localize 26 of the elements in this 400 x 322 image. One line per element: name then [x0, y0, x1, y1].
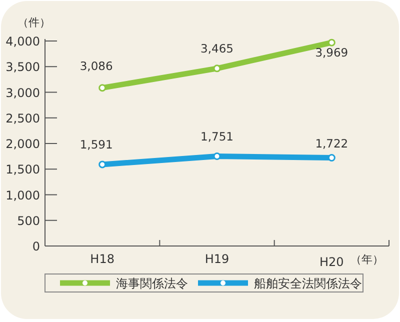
- y-tick-label: 2,500: [6, 111, 40, 126]
- y-tick-label: 3,000: [6, 86, 40, 100]
- y-tick-label: 500: [17, 214, 40, 228]
- data-label: 3,969: [315, 46, 348, 60]
- data-label: 3,086: [80, 58, 113, 73]
- legend-label: 船舶安全法関係法令: [254, 276, 362, 290]
- x-tick-label: H20: [320, 255, 344, 269]
- y-tick-label: 0: [32, 240, 40, 254]
- point: [328, 38, 336, 46]
- point: [98, 84, 106, 92]
- y-tick-label: 1,000: [6, 188, 40, 202]
- data-label: 1,751: [200, 129, 234, 144]
- y-tick-label: 4,000: [6, 34, 40, 48]
- data-label: 1,722: [315, 136, 348, 151]
- y-tick-label: 2,000: [6, 137, 40, 151]
- y-tick-label: 1,500: [6, 162, 40, 177]
- point: [213, 152, 221, 160]
- legend-label: 海事関係法令: [116, 276, 188, 290]
- data-label: 1,591: [80, 137, 113, 152]
- x-tick-label: H18: [90, 252, 114, 266]
- x-axis-title: （年）: [350, 253, 384, 266]
- y-tick-label: 3,500: [6, 60, 40, 74]
- point: [213, 64, 221, 72]
- data-label: 3,465: [200, 41, 234, 56]
- y-axis-title: （件）: [18, 16, 50, 29]
- x-tick-label: H19: [204, 252, 230, 266]
